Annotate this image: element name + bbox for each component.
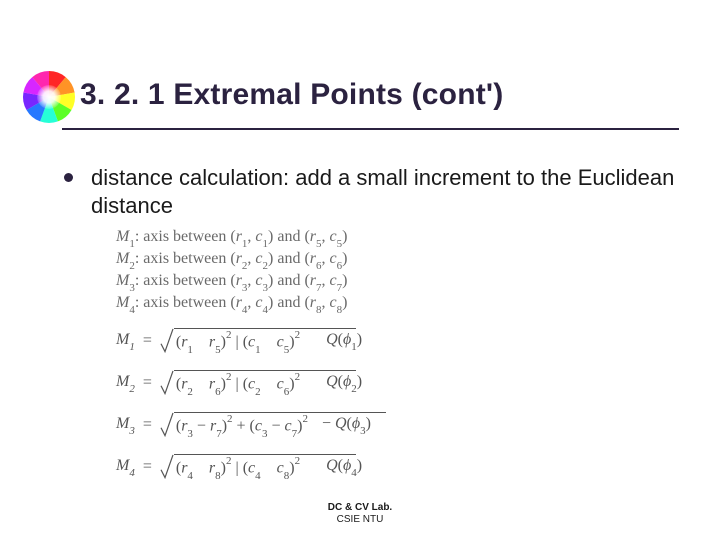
- axis-definition-line: M3: axis between (r3, c3) and (r7, c7): [116, 272, 347, 292]
- title-underline: [62, 128, 679, 130]
- footer-line-2: CSIE NTU: [0, 514, 720, 526]
- axis-definition-line: M4: axis between (r4, c4) and (r8, c8): [116, 294, 347, 314]
- distance-equation: M2=(r2 r6)2 | (c2 c6)2 Q(ϕ2): [116, 370, 362, 396]
- slide-title: 3. 2. 1 Extremal Points (cont'): [80, 78, 503, 112]
- distance-equation: M3=(r3 − r7)2 + (c3 − c7)2− Q(ϕ3): [116, 412, 371, 438]
- bullet-item: distance calculation: add a small increm…: [64, 164, 680, 219]
- axis-definition-line: M1: axis between (r1, c1) and (r5, c5): [116, 228, 347, 248]
- color-wheel-logo: [20, 68, 78, 126]
- distance-equation: M1=(r1 r5)2 | (c1 c5)2 Q(ϕ1): [116, 328, 362, 354]
- footer-line-1: DC & CV Lab.: [0, 502, 720, 514]
- bullet-dot-icon: [64, 173, 73, 182]
- slide-footer: DC & CV Lab. CSIE NTU: [0, 502, 720, 526]
- distance-equation: M4=(r4 r8)2 | (c4 c8)2 Q(ϕ4): [116, 454, 362, 480]
- bullet-text: distance calculation: add a small increm…: [91, 164, 680, 219]
- axis-definition-line: M2: axis between (r2, c2) and (r6, c6): [116, 250, 347, 270]
